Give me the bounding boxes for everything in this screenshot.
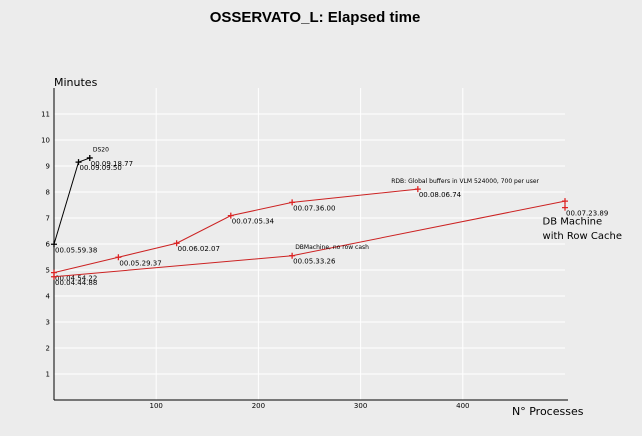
data-point-marker xyxy=(86,154,93,161)
y-tick-label: 3 xyxy=(46,319,50,327)
data-point-marker xyxy=(289,252,296,259)
annotation-label: RDB: Global buffers in VLM 524000, 700 p… xyxy=(391,178,539,185)
data-point-label: 00.07.36.00 xyxy=(293,204,335,212)
data-point-marker xyxy=(414,186,421,193)
y-tick-label: 4 xyxy=(46,293,51,301)
annotation-label: DS20 xyxy=(93,147,109,154)
data-point-marker xyxy=(562,204,568,211)
series-line xyxy=(53,200,566,278)
y-tick-label: 1 xyxy=(46,371,50,379)
y-tick-label: 6 xyxy=(46,241,51,249)
y-axis-label: Minutes xyxy=(54,76,98,89)
data-point-marker xyxy=(289,199,296,206)
data-point-label: 00.04.44.88 xyxy=(55,279,97,287)
annotation-label: DBMachine, no row cash xyxy=(295,244,369,251)
data-point-label: 00.06.02.07 xyxy=(178,245,220,253)
x-tick-label: 100 xyxy=(150,402,163,410)
data-point-marker xyxy=(227,212,234,219)
data-point-marker xyxy=(173,240,180,247)
data-point-label: 00.04.54.22 xyxy=(55,275,97,283)
data-point-marker xyxy=(562,198,568,205)
data-point-label: 00.09.09.50 xyxy=(80,164,122,172)
data-point-label: 00.05.33.26 xyxy=(293,258,336,266)
data-point-label: 00.07.23.89 xyxy=(566,210,608,218)
y-tick-label: 10 xyxy=(41,137,50,145)
data-point-label: 00.09.18.77 xyxy=(91,160,133,168)
data-point-label: 00.05.59.38 xyxy=(55,246,97,254)
y-tick-label: 8 xyxy=(46,189,50,197)
annotation-label: with Row Cache xyxy=(543,231,622,242)
data-point-marker xyxy=(51,273,57,280)
y-tick-label: 2 xyxy=(46,345,50,353)
y-tick-label: 5 xyxy=(46,267,50,275)
x-tick-label: 200 xyxy=(252,402,265,410)
x-tick-label: 400 xyxy=(456,402,469,410)
grid-lines xyxy=(54,88,565,400)
x-tick-label: 300 xyxy=(354,402,367,410)
data-point-marker xyxy=(75,159,82,166)
annotation-label: DB Machine xyxy=(543,217,603,228)
x-axis-label: N° Processes xyxy=(512,405,584,418)
y-tick-label: 7 xyxy=(46,215,50,223)
data-point-marker xyxy=(115,254,122,261)
data-point-label: 00.08.06.74 xyxy=(419,191,462,199)
y-tick-label: 9 xyxy=(46,163,50,171)
series-line xyxy=(53,188,418,274)
data-point-label: 00.05.29.37 xyxy=(119,259,161,267)
tick-labels: 100 200 300 400 1 2 3 4 5 6 7 8 9 10 11 xyxy=(41,111,469,411)
annotations: DS20 RDB: Global buffers in VLM 524000, 7… xyxy=(93,147,622,252)
data-point-label: 00.07.05.34 xyxy=(232,218,275,226)
data-point-marker xyxy=(51,241,57,248)
y-tick-label: 11 xyxy=(41,111,50,119)
chart-title: OSSERVATO_L: Elapsed time xyxy=(210,9,421,26)
